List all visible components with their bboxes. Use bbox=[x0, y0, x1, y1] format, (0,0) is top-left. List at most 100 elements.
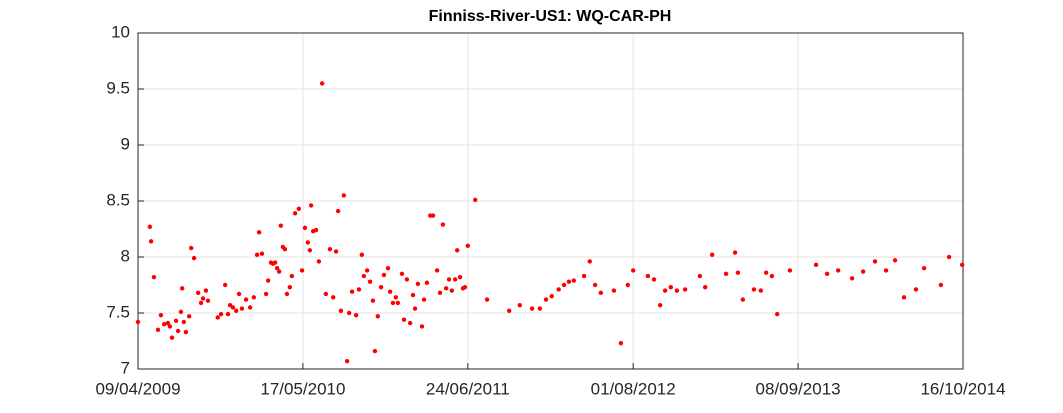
point bbox=[198, 300, 204, 306]
point bbox=[276, 269, 282, 274]
point bbox=[892, 258, 898, 263]
point bbox=[415, 281, 421, 287]
point bbox=[349, 289, 355, 294]
point bbox=[735, 270, 741, 275]
point bbox=[697, 273, 703, 279]
y-tick-label: 8 bbox=[121, 246, 130, 265]
point bbox=[651, 277, 657, 282]
point bbox=[239, 306, 245, 311]
point bbox=[344, 358, 350, 364]
x-tick-label: 01/08/2012 bbox=[591, 379, 676, 398]
point bbox=[367, 279, 373, 284]
point bbox=[390, 300, 396, 306]
point bbox=[278, 223, 284, 228]
point bbox=[775, 311, 780, 317]
point bbox=[517, 302, 523, 308]
point bbox=[274, 266, 280, 271]
point bbox=[313, 227, 319, 233]
point bbox=[158, 313, 164, 318]
point bbox=[282, 246, 288, 252]
point bbox=[327, 246, 333, 252]
x-tick-label: 24/06/2011 bbox=[426, 379, 510, 398]
point bbox=[611, 288, 617, 293]
point bbox=[434, 268, 440, 273]
point bbox=[188, 245, 194, 251]
point bbox=[543, 297, 549, 302]
point bbox=[256, 230, 262, 235]
point bbox=[234, 308, 239, 313]
point bbox=[155, 327, 161, 332]
point bbox=[407, 320, 413, 326]
x-tick-label: 09/04/2009 bbox=[95, 379, 180, 398]
point bbox=[404, 277, 410, 282]
point bbox=[161, 322, 167, 327]
point bbox=[353, 313, 359, 318]
point bbox=[178, 309, 184, 315]
point bbox=[587, 259, 592, 264]
point bbox=[452, 277, 458, 282]
point bbox=[662, 288, 668, 293]
point bbox=[165, 320, 171, 326]
point bbox=[959, 262, 965, 268]
point bbox=[378, 285, 384, 290]
point bbox=[356, 287, 362, 292]
point bbox=[437, 290, 443, 296]
point bbox=[296, 206, 302, 212]
point bbox=[630, 268, 636, 273]
point bbox=[946, 254, 952, 260]
point bbox=[335, 208, 341, 214]
point bbox=[265, 278, 271, 283]
point bbox=[751, 287, 757, 292]
point bbox=[151, 274, 157, 280]
point bbox=[323, 291, 329, 297]
point bbox=[592, 282, 598, 288]
point bbox=[446, 277, 452, 282]
point bbox=[674, 288, 680, 293]
point bbox=[529, 306, 535, 311]
point bbox=[872, 259, 878, 264]
point bbox=[284, 291, 290, 297]
point bbox=[682, 287, 688, 292]
point bbox=[645, 273, 651, 279]
point bbox=[421, 297, 427, 302]
point bbox=[364, 268, 370, 273]
y-tick-label: 9 bbox=[121, 134, 130, 153]
point bbox=[913, 287, 919, 292]
point bbox=[372, 348, 378, 354]
point bbox=[333, 249, 339, 254]
point bbox=[484, 297, 490, 302]
point bbox=[561, 282, 567, 288]
point bbox=[598, 290, 604, 296]
point bbox=[308, 203, 314, 208]
point bbox=[247, 305, 253, 310]
point bbox=[203, 288, 209, 293]
point bbox=[723, 271, 729, 276]
point bbox=[443, 286, 449, 291]
point bbox=[465, 243, 471, 248]
point bbox=[901, 295, 907, 300]
point bbox=[289, 273, 295, 279]
point bbox=[473, 197, 478, 203]
point bbox=[537, 306, 543, 311]
point bbox=[424, 280, 430, 285]
point bbox=[179, 286, 185, 291]
y-tick-label: 7 bbox=[121, 358, 130, 377]
point bbox=[346, 310, 352, 316]
point bbox=[316, 259, 322, 264]
point bbox=[835, 268, 841, 273]
point bbox=[668, 285, 674, 290]
point bbox=[338, 308, 344, 313]
point bbox=[254, 252, 260, 257]
point bbox=[215, 315, 220, 320]
point bbox=[292, 211, 298, 216]
point bbox=[370, 298, 376, 303]
point bbox=[299, 268, 305, 273]
point bbox=[361, 273, 367, 279]
x-tick-label: 16/10/2014 bbox=[920, 379, 1005, 398]
point bbox=[824, 271, 830, 276]
point bbox=[657, 302, 663, 308]
point bbox=[230, 305, 236, 310]
point bbox=[395, 300, 401, 306]
point bbox=[135, 319, 141, 325]
